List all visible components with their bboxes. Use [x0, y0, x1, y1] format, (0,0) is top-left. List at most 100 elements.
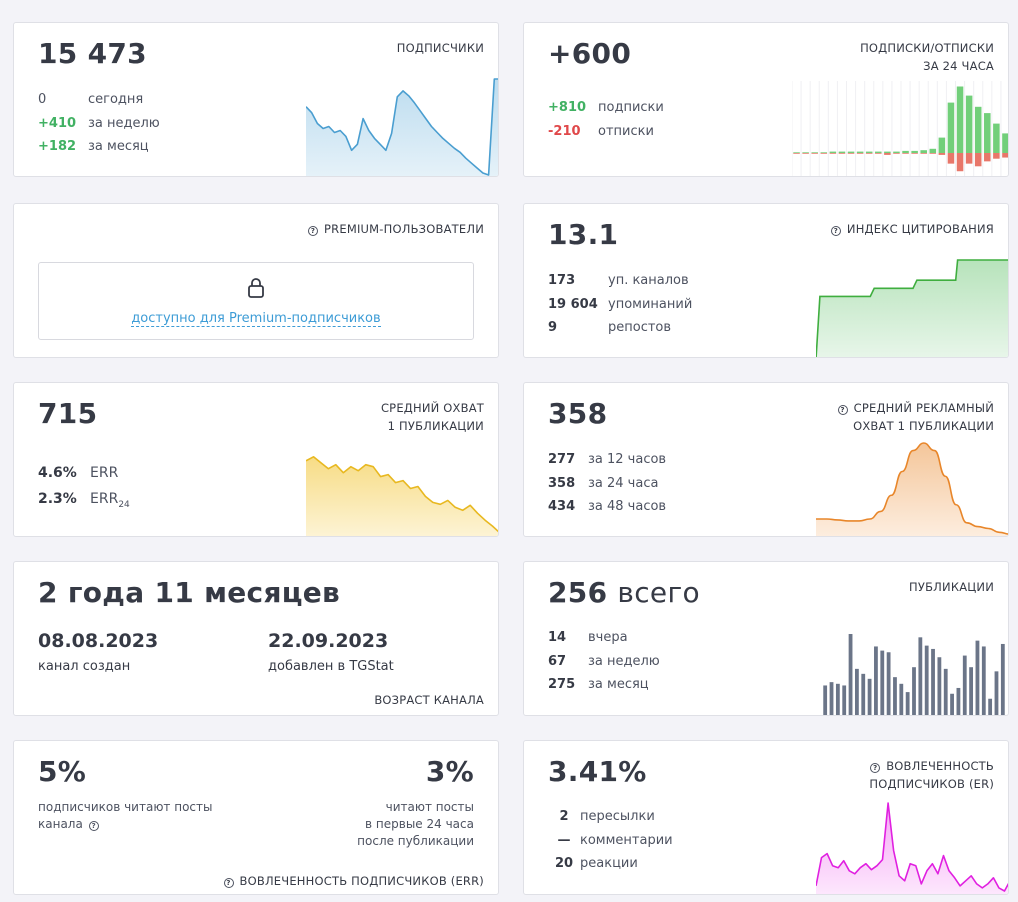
subs-bar — [993, 123, 1000, 153]
posts-week-row: 67 за неделю — [548, 654, 660, 669]
subs-bar — [902, 150, 909, 153]
info-circle-icon[interactable]: ? — [830, 226, 841, 236]
subs-bar — [820, 152, 828, 153]
er-comments-value: — — [557, 833, 571, 848]
ad-reach-48h-row: 434 за 48 часов — [548, 499, 666, 514]
info-circle-icon[interactable]: ? — [88, 821, 99, 831]
citation-mentions-label: упоминаний — [608, 297, 693, 312]
err-right-text-line2: в первые 24 часа — [365, 817, 474, 831]
subs-bar — [984, 113, 991, 153]
subscribers-card[interactable]: 15 473 ПОДПИСЧИКИ 0 сегодня +410 за неде… — [13, 22, 499, 177]
posts-week-label: за неделю — [588, 654, 660, 669]
err-caption-text: ВОВЛЕЧЕННОСТЬ ПОДПИСЧИКОВ (ERR) — [239, 874, 484, 888]
subs-unsubs-net: +600 — [548, 37, 632, 70]
subscribers-week-row: +410 за неделю — [38, 116, 160, 131]
subs-bar — [875, 151, 882, 153]
er-card[interactable]: 3.41% ? ВОВЛЕЧЕННОСТЬ ПОДПИСЧИКОВ (ER) 2 … — [523, 740, 1009, 895]
premium-link[interactable]: доступно для Premium-подписчиков — [131, 311, 381, 327]
info-circle-icon[interactable]: ? — [308, 226, 319, 236]
posts-bar — [867, 678, 872, 715]
lock-icon — [248, 278, 264, 298]
err-right-text-line3: после публикации — [357, 834, 474, 848]
reach-caption: СРЕДНИЙ ОХВАТ 1 ПУБЛИКАЦИИ — [381, 399, 484, 435]
premium-locked-box: доступно для Premium-подписчиков — [38, 262, 474, 340]
unsubs-bar — [938, 153, 946, 155]
posts-bar — [931, 648, 935, 715]
subscribers-week-label: за неделю — [88, 116, 160, 131]
subscribers-today-label: сегодня — [88, 92, 144, 107]
added-label: добавлен в TGStat — [268, 659, 394, 674]
subs-bar — [911, 150, 918, 153]
subs-bar — [865, 151, 873, 153]
er-reactions-value: 20 — [554, 856, 574, 871]
channel-age-card[interactable]: 2 года 11 месяцев 08.08.2023 канал созда… — [13, 561, 499, 716]
citation-caption-text: ИНДЕКС ЦИТИРОВАНИЯ — [846, 222, 994, 236]
reach-card[interactable]: 715 СРЕДНИЙ ОХВАТ 1 ПУБЛИКАЦИИ 4.6% ERR … — [13, 382, 499, 537]
citation-channels-value: 173 — [548, 273, 576, 288]
unsubs-bar — [902, 153, 909, 154]
er-forwards-value: 2 — [559, 809, 569, 824]
info-circle-icon[interactable]: ? — [837, 405, 848, 415]
unsubs-bar — [802, 153, 809, 154]
subscribers-caption: ПОДПИСЧИКИ — [396, 41, 484, 55]
unsubs-bar — [929, 153, 937, 154]
ad-reach-card[interactable]: 358 ? СРЕДНИЙ РЕКЛАМНЫЙ ОХВАТ 1 ПУБЛИКАЦИ… — [523, 382, 1009, 537]
unsubs-bar — [875, 153, 882, 154]
posts-week-value: 67 — [548, 654, 567, 669]
posts-bar — [943, 668, 948, 715]
subscribers-chart — [306, 78, 498, 176]
citation-card[interactable]: 13.1 ? ИНДЕКС ЦИТИРОВАНИЯ 173 уп. каналов… — [523, 203, 1009, 358]
posts-bar — [956, 687, 961, 715]
unsubs-bar — [947, 153, 955, 164]
citation-line — [816, 259, 1008, 357]
er-area — [816, 803, 1008, 894]
posts-bar — [937, 657, 942, 715]
posts-bar — [969, 667, 974, 715]
ad-reach-caption-line1: СРЕДНИЙ РЕКЛАМНЫЙ — [853, 401, 994, 415]
posts-bar — [823, 685, 828, 715]
reach-caption-line2: 1 ПУБЛИКАЦИИ — [387, 419, 484, 433]
posts-bar — [861, 673, 866, 715]
created-label: канал создан — [38, 659, 131, 674]
er-caption-line1: ВОВЛЕЧЕННОСТЬ — [886, 759, 994, 773]
posts-total-value: 256 — [548, 576, 608, 609]
err24-label: ERR24 — [90, 491, 130, 510]
er-forwards-row: 2 пересылки — [548, 809, 654, 824]
ad-reach-area — [816, 443, 1008, 536]
subs-bar — [811, 152, 818, 153]
err-value: 4.6% — [38, 465, 77, 481]
subscribers-line — [306, 78, 498, 176]
er-caption: ? ВОВЛЕЧЕННОСТЬ ПОДПИСЧИКОВ (ER) — [869, 757, 994, 793]
unsubs-bar — [965, 153, 973, 164]
subs-bar — [920, 150, 927, 153]
citation-channels-row: 173 уп. каналов — [548, 273, 689, 288]
subscribers-today-row: 0 сегодня — [38, 92, 143, 107]
posts-bar — [994, 671, 999, 715]
subscribers-area — [306, 79, 498, 176]
info-circle-icon[interactable]: ? — [870, 763, 881, 773]
subs-bar — [938, 137, 946, 153]
citation-reposts-label: репостов — [608, 320, 672, 335]
subs-value: +810 — [548, 100, 587, 115]
info-circle-icon[interactable]: ? — [223, 878, 234, 888]
posts-yesterday-value: 14 — [548, 630, 567, 645]
posts-bar — [893, 677, 897, 715]
unsubs-bar — [811, 153, 818, 154]
subs-bar — [1002, 133, 1008, 153]
err-left-text-line1: подписчиков читают посты — [38, 800, 213, 814]
err-card[interactable]: 5% подписчиков читают посты канала ? 3% … — [13, 740, 499, 895]
premium-card[interactable]: ? PREMIUM-ПОЛЬЗОВАТЕЛИ доступно для Premi… — [13, 203, 499, 358]
err-label: ERR — [90, 465, 119, 481]
posts-card[interactable]: 256 всего ПУБЛИКАЦИИ 14 вчера 67 за неде… — [523, 561, 1009, 716]
ad-reach-24h-value: 358 — [548, 476, 576, 491]
unsubs-bar — [893, 153, 900, 154]
citation-channels-label: уп. каналов — [608, 273, 689, 288]
unsubs-bar — [820, 153, 828, 154]
unsubs-bar — [993, 153, 1000, 159]
subs-unsubs-chart — [792, 81, 1008, 176]
ad-reach-48h-label: за 48 часов — [588, 499, 667, 514]
err-row: 4.6% ERR — [38, 465, 118, 481]
subs-bar — [929, 148, 937, 153]
subs-unsubs-card[interactable]: +600 ПОДПИСКИ/ОТПИСКИ ЗА 24 ЧАСА +810 по… — [523, 22, 1009, 177]
unsubs-bar — [847, 153, 855, 154]
